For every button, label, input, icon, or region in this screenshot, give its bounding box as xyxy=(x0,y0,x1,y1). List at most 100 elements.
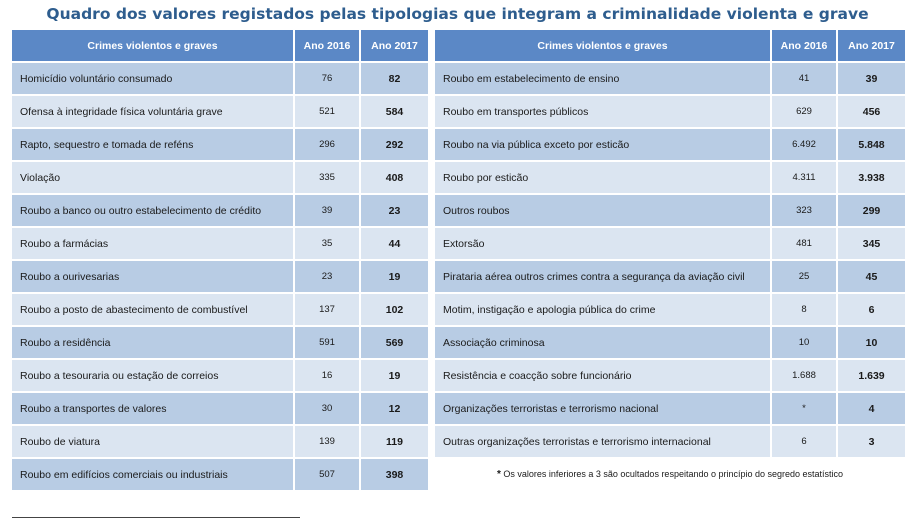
value-2017-cell: 456 xyxy=(838,96,907,129)
crime-name-cell: Roubo a farmácias xyxy=(12,228,295,261)
header-2016: Ano 2016 xyxy=(295,30,361,63)
value-2016-cell: 41 xyxy=(772,63,838,96)
page-title: Quadro dos valores registados pelas tipo… xyxy=(46,5,869,23)
table-row: Ofensa à integridade física voluntária g… xyxy=(12,96,430,129)
value-2016-cell: * xyxy=(772,393,838,426)
value-2017-cell: 345 xyxy=(838,228,907,261)
value-2016-cell: 10 xyxy=(772,327,838,360)
value-2017-cell: 398 xyxy=(361,459,430,492)
crime-name-cell: Roubo em transportes públicos xyxy=(435,96,772,129)
crime-name-cell: Organizações terroristas e terrorismo na… xyxy=(435,393,772,426)
header-2017: Ano 2017 xyxy=(838,30,907,63)
value-2016-cell: 481 xyxy=(772,228,838,261)
crime-name-cell: Roubo a banco ou outro estabelecimento d… xyxy=(12,195,295,228)
table-row: Outros roubos 323 299 xyxy=(435,195,907,228)
crime-name-cell: Roubo a posto de abastecimento de combus… xyxy=(12,294,295,327)
value-2016-cell: 629 xyxy=(772,96,838,129)
value-2016-cell: 23 xyxy=(295,261,361,294)
value-2017-cell: 39 xyxy=(838,63,907,96)
value-2017-cell: 45 xyxy=(838,261,907,294)
crime-table-right: Crimes violentos e graves Ano 2016 Ano 2… xyxy=(435,30,907,492)
footnote-separator xyxy=(12,517,300,518)
value-2017-cell: 292 xyxy=(361,129,430,162)
value-2016-cell: 4.311 xyxy=(772,162,838,195)
table-row: Organizações terroristas e terrorismo na… xyxy=(435,393,907,426)
crime-table-left: Crimes violentos e graves Ano 2016 Ano 2… xyxy=(12,30,430,492)
crime-name-cell: Homicídio voluntário consumado xyxy=(12,63,295,96)
crime-name-cell: Extorsão xyxy=(435,228,772,261)
header-row: Crimes violentos e graves Ano 2016 Ano 2… xyxy=(435,30,907,63)
crime-name-cell: Rapto, sequestro e tomada de reféns xyxy=(12,129,295,162)
table-row: Rapto, sequestro e tomada de reféns 296 29… xyxy=(12,129,430,162)
value-2016-cell: 139 xyxy=(295,426,361,459)
value-2016-cell: 6.492 xyxy=(772,129,838,162)
crime-name-cell: Pirataria aérea outros crimes contra a s… xyxy=(435,261,772,294)
crime-name-cell: Roubo a tesouraria ou estação de correio… xyxy=(12,360,295,393)
table-row: Associação criminosa 10 10 xyxy=(435,327,907,360)
crime-name-cell: Motim, instigação e apologia pública do … xyxy=(435,294,772,327)
table-row: Roubo em transportes públicos 629 456 xyxy=(435,96,907,129)
table-row: Extorsão 481 345 xyxy=(435,228,907,261)
value-2016-cell: 507 xyxy=(295,459,361,492)
table-row: Resistência e coacção sobre funcionário 1… xyxy=(435,360,907,393)
value-2017-cell: 82 xyxy=(361,63,430,96)
table-row: Roubo a tesouraria ou estação de correio… xyxy=(12,360,430,393)
value-2016-cell: 76 xyxy=(295,63,361,96)
crime-name-cell: Resistência e coacção sobre funcionário xyxy=(435,360,772,393)
value-2016-cell: 30 xyxy=(295,393,361,426)
table-row: Roubo em estabelecimento de ensino 41 39 xyxy=(435,63,907,96)
table-row: Roubo a ourivesarias 23 19 xyxy=(12,261,430,294)
value-2016-cell: 521 xyxy=(295,96,361,129)
table-row: Outras organizações terroristas e terror… xyxy=(435,426,907,459)
crime-name-cell: Outros roubos xyxy=(435,195,772,228)
value-2016-cell: 591 xyxy=(295,327,361,360)
crime-name-cell: Associação criminosa xyxy=(435,327,772,360)
table-row: Roubo de viatura 139 119 xyxy=(12,426,430,459)
value-2017-cell: 408 xyxy=(361,162,430,195)
footnote-row: * Os valores inferiores a 3 são ocultado… xyxy=(435,459,907,492)
value-2017-cell: 12 xyxy=(361,393,430,426)
value-2017-cell: 23 xyxy=(361,195,430,228)
value-2017-cell: 19 xyxy=(361,261,430,294)
value-2017-cell: 119 xyxy=(361,426,430,459)
table-row: Motim, instigação e apologia pública do … xyxy=(435,294,907,327)
value-2016-cell: 39 xyxy=(295,195,361,228)
value-2016-cell: 25 xyxy=(772,261,838,294)
crime-name-cell: Roubo a ourivesarias xyxy=(12,261,295,294)
value-2017-cell: 102 xyxy=(361,294,430,327)
table-row: Homicídio voluntário consumado 76 82 xyxy=(12,63,430,96)
crime-name-cell: Roubo a transportes de valores xyxy=(12,393,295,426)
table-row: Roubo em edifícios comerciais ou industr… xyxy=(12,459,430,492)
table-row: Roubo a residência 591 569 xyxy=(12,327,430,360)
table-row: Pirataria aérea outros crimes contra a s… xyxy=(435,261,907,294)
header-row: Crimes violentos e graves Ano 2016 Ano 2… xyxy=(12,30,430,63)
value-2016-cell: 335 xyxy=(295,162,361,195)
footnote-marker: * xyxy=(496,469,501,480)
header-crime: Crimes violentos e graves xyxy=(12,30,295,63)
value-2017-cell: 5.848 xyxy=(838,129,907,162)
table-row: Roubo a banco ou outro estabelecimento d… xyxy=(12,195,430,228)
header-2017: Ano 2017 xyxy=(361,30,430,63)
crime-name-cell: Violação xyxy=(12,162,295,195)
value-2016-cell: 323 xyxy=(772,195,838,228)
crime-name-cell: Ofensa à integridade física voluntária g… xyxy=(12,96,295,129)
value-2017-cell: 299 xyxy=(838,195,907,228)
table-row: Roubo por esticão 4.311 3.938 xyxy=(435,162,907,195)
value-2017-cell: 584 xyxy=(361,96,430,129)
footnote-text: Os valores inferiores a 3 são ocultados … xyxy=(503,469,844,479)
value-2016-cell: 16 xyxy=(295,360,361,393)
crime-name-cell: Outras organizações terroristas e terror… xyxy=(435,426,772,459)
value-2017-cell: 4 xyxy=(838,393,907,426)
crime-name-cell: Roubo de viatura xyxy=(12,426,295,459)
value-2017-cell: 569 xyxy=(361,327,430,360)
value-2016-cell: 8 xyxy=(772,294,838,327)
header-2016: Ano 2016 xyxy=(772,30,838,63)
crime-name-cell: Roubo em edifícios comerciais ou industr… xyxy=(12,459,295,492)
table-row: Violação 335 408 xyxy=(12,162,430,195)
header-crime: Crimes violentos e graves xyxy=(435,30,772,63)
value-2017-cell: 3 xyxy=(838,426,907,459)
value-2017-cell: 1.639 xyxy=(838,360,907,393)
crime-name-cell: Roubo por esticão xyxy=(435,162,772,195)
table-row: Roubo a posto de abastecimento de combus… xyxy=(12,294,430,327)
value-2016-cell: 6 xyxy=(772,426,838,459)
